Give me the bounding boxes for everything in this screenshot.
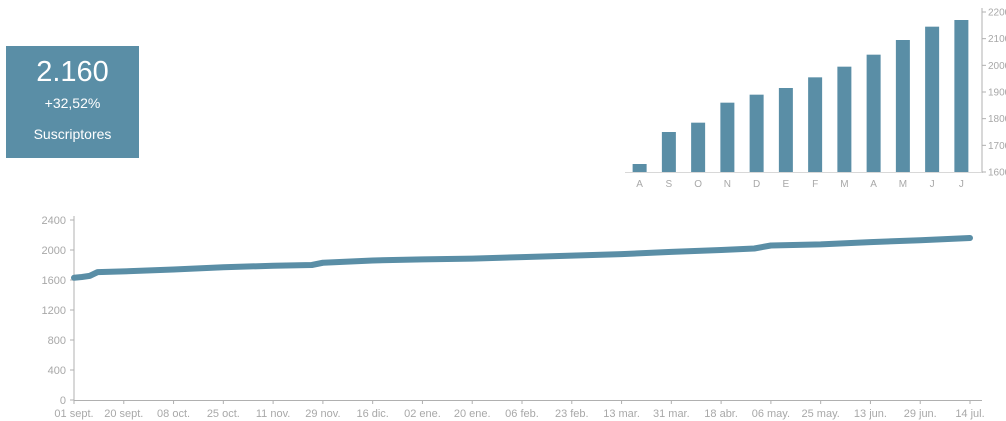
line-chart-x-tick-label: 23 feb. xyxy=(555,408,589,420)
line-chart-x-tick-label: 13 jun. xyxy=(854,408,887,420)
line-chart-y-tick-label: 0 xyxy=(60,395,66,407)
subscriber-data-point xyxy=(320,260,326,266)
subscriber-data-point xyxy=(270,263,276,269)
line-chart-y-tick-label: 2400 xyxy=(42,215,66,227)
subscriber-data-point xyxy=(170,266,177,273)
subscriber-data-point xyxy=(71,275,77,281)
subscriber-change-percent: +32,52% xyxy=(44,95,101,111)
subscriber-data-point xyxy=(370,257,376,264)
bar-chart-y-tick-label: 1800 xyxy=(988,114,1006,125)
line-chart-y-tick-label: 800 xyxy=(48,335,66,347)
bar-chart-y-tick-label: 2100 xyxy=(988,34,1006,45)
bar-chart-x-tick-label: O xyxy=(694,179,702,190)
line-chart-x-tick-label: 11 nov. xyxy=(256,408,290,420)
bar-chart-x-tick-label: N xyxy=(724,179,731,190)
line-chart-x-tick-label: 02 ene. xyxy=(404,408,441,420)
bar-chart-bar xyxy=(837,66,852,172)
bar-chart-y-tick-label: 1900 xyxy=(988,88,1006,99)
subscriber-data-point xyxy=(419,256,426,262)
subscriber-data-point xyxy=(751,245,757,252)
line-chart-x-tick-label: 18 abr. xyxy=(704,408,738,420)
bar-chart-bar xyxy=(778,88,793,172)
bar-chart-x-tick-label: M xyxy=(840,179,848,190)
bar-chart-bar xyxy=(954,20,969,172)
line-chart-y-tick-label: 1600 xyxy=(42,275,66,287)
bar-chart-y-tick-label: 2200 xyxy=(988,8,1006,19)
bar-chart-bar xyxy=(808,77,823,172)
bar-chart-bar xyxy=(720,102,735,172)
bar-chart-bar xyxy=(925,26,940,172)
subscriber-data-point xyxy=(94,269,101,275)
subscriber-timeline-chart: 0 400 800 1200 1600 2000 2400 01 sept. 20 sept. 0… xyxy=(42,215,985,420)
line-chart-x-tick-label: 25 may. xyxy=(802,408,840,420)
line-chart-x-tick-label: 20 ene. xyxy=(454,408,491,420)
line-chart-y-tick-label: 1200 xyxy=(42,305,66,317)
bar-chart-y-tick-label: 1600 xyxy=(988,168,1006,179)
bar-chart-x-tick-label: J xyxy=(959,179,964,190)
bar-chart-bar xyxy=(895,40,910,172)
subscriber-data-point xyxy=(121,268,127,274)
line-chart-x-tick-label: 06 may. xyxy=(752,408,790,420)
line-chart-y-tick-label: 400 xyxy=(48,365,66,377)
line-chart-x-tick-label: 14 jul. xyxy=(955,408,984,420)
line-chart-x-tick-label: 29 nov. xyxy=(305,408,340,420)
bar-chart-x-tick-label: E xyxy=(783,179,790,190)
subscriber-summary-card: 2.160 +32,52% Suscriptores xyxy=(6,46,139,158)
subscriber-data-point xyxy=(618,251,625,257)
subscriber-data-point xyxy=(469,256,475,262)
line-chart-x-tick-label: 20 sept. xyxy=(104,408,143,420)
bar-chart-bar xyxy=(661,132,676,172)
line-chart-x-tick-label: 31 mar. xyxy=(653,408,690,420)
bar-chart-bar xyxy=(866,54,881,172)
line-chart-x-tick-label: 25 oct. xyxy=(207,408,240,420)
bar-chart-bar xyxy=(632,164,647,172)
subscriber-data-point xyxy=(967,235,973,241)
subscriber-data-point xyxy=(87,273,93,279)
subscriber-data-point xyxy=(818,241,824,247)
subscriber-data-point xyxy=(718,247,724,253)
line-chart-x-tick-label: 29 jun. xyxy=(904,408,937,420)
bar-chart-bar xyxy=(691,122,706,172)
line-chart-x-tick-label: 13 mar. xyxy=(603,408,640,420)
subscriber-data-point xyxy=(309,262,315,268)
line-chart-x-tick-label: 06 feb. xyxy=(505,408,539,420)
bar-chart-x-tick-label: D xyxy=(753,179,760,190)
bar-chart-y-tick-label: 1700 xyxy=(988,141,1006,152)
bar-chart-x-tick-label: F xyxy=(812,179,818,190)
subscriber-data-point xyxy=(768,242,774,249)
subscriber-data-point xyxy=(668,249,674,255)
bar-chart-x-tick-label: S xyxy=(666,179,673,190)
subscriber-data-point xyxy=(220,264,226,270)
subscriber-data-point xyxy=(79,274,85,280)
line-chart-y-tick-label: 2000 xyxy=(42,245,66,257)
line-chart-x-tick-label: 08 oct. xyxy=(157,408,190,420)
bar-chart-x-tick-label: J xyxy=(930,179,935,190)
subscriber-data-point xyxy=(867,239,874,245)
bar-chart-x-tick-label: A xyxy=(870,179,877,190)
subscriber-count: 2.160 xyxy=(36,56,109,88)
bar-chart-x-tick-label: A xyxy=(636,179,643,190)
subscriber-data-point xyxy=(519,254,525,260)
subscriber-label: Suscriptores xyxy=(33,126,112,142)
subscriber-series-line xyxy=(71,235,973,281)
bar-chart-y-tick-label: 2000 xyxy=(988,61,1006,72)
line-chart-x-tick-label: 01 sept. xyxy=(54,408,93,420)
subscriber-data-point xyxy=(569,253,575,259)
subscriber-data-point xyxy=(917,237,923,243)
bar-chart-x-tick-label: M xyxy=(899,179,907,190)
line-chart-x-tick-label: 16 dic. xyxy=(356,408,388,420)
bar-chart-bar xyxy=(749,94,764,172)
monthly-bar-chart: 1600 1700 1800 1900 2000 2100 2200 A S O N D E F M A M J J… xyxy=(625,8,1006,190)
